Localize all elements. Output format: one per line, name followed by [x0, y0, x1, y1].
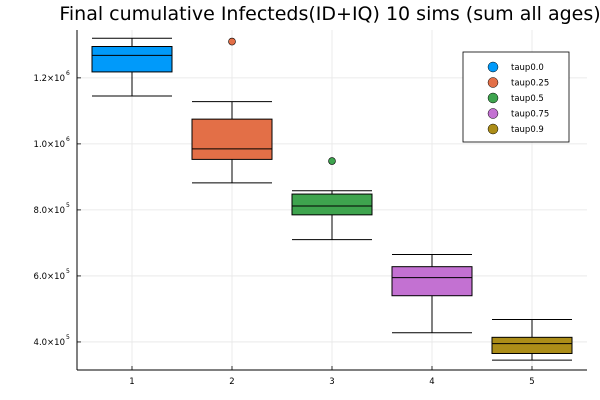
legend-marker — [487, 61, 499, 73]
legend-marker — [487, 123, 499, 135]
y-tick-label: 8.0×10 — [34, 206, 65, 216]
iqr-box — [491, 336, 573, 354]
box-taup0.25 — [191, 37, 273, 184]
legend-label: taup0.25 — [511, 79, 549, 89]
y-tick-exponent: 5 — [66, 202, 70, 209]
y-tick-exponent: 5 — [66, 334, 70, 341]
y-tick-exponent: 6 — [66, 136, 70, 143]
y-tick-label: 6.0×10 — [34, 272, 65, 282]
iqr-box — [391, 266, 473, 297]
chart-title: Final cumulative Infecteds(ID+IQ) 10 sim… — [59, 3, 600, 25]
box-taup0.75 — [391, 253, 473, 334]
iqr-box — [291, 193, 373, 216]
y-tick-exponent: 6 — [66, 70, 70, 77]
x-tick-label: 2 — [229, 377, 234, 387]
y-tick-label: 4.0×10 — [34, 338, 65, 348]
y-tick-label: 1.2×10 — [34, 74, 65, 84]
legend-marker — [487, 77, 499, 88]
legend-marker — [487, 108, 499, 119]
y-tick-label: 1.0×10 — [34, 140, 65, 150]
legend-label: taup0.75 — [511, 110, 549, 120]
box-taup0.9 — [491, 318, 573, 361]
outlier-point — [328, 157, 336, 165]
box-taup0.5 — [291, 157, 373, 241]
legend-label: taup0.0 — [511, 63, 544, 73]
legend-marker — [487, 92, 499, 104]
iqr-box — [191, 118, 273, 160]
iqr-box — [91, 46, 173, 73]
y-tick-exponent: 5 — [66, 268, 70, 275]
legend: taup0.0 taup0.25 taup0.5 taup0.75 taup0.9 — [462, 51, 570, 143]
legend-label: taup0.5 — [511, 94, 544, 104]
legend-label: taup0.9 — [511, 125, 544, 135]
x-axis-ticks: 1 2 3 4 5 — [129, 366, 535, 387]
box-taup0.0 — [91, 37, 173, 97]
legend-box — [462, 51, 570, 143]
x-tick-label: 5 — [529, 377, 534, 387]
box-series — [91, 37, 573, 361]
outlier-point — [228, 37, 236, 46]
x-tick-label: 1 — [129, 377, 134, 387]
x-tick-label: 4 — [429, 377, 434, 387]
x-tick-label: 3 — [329, 377, 334, 387]
